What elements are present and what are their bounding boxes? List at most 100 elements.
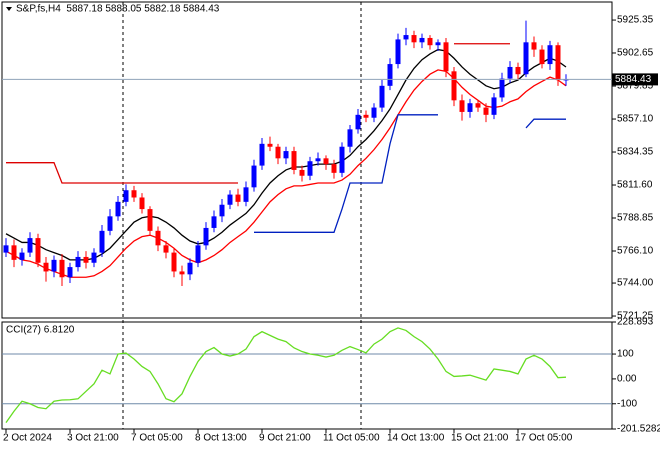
- candle-body: [523, 42, 529, 75]
- x-tick-label: 2 Oct 2024: [3, 433, 52, 444]
- x-tick-label: 11 Oct 05:00: [323, 433, 380, 444]
- y-tick-label: 5834.35: [617, 147, 654, 158]
- candle-body: [147, 209, 153, 231]
- candle-body: [115, 201, 121, 217]
- candle-body: [539, 49, 545, 65]
- candle-body: [315, 158, 321, 162]
- candle-body: [411, 35, 417, 43]
- y-tick-label: 5879.85: [617, 81, 654, 92]
- candle-body: [299, 169, 305, 176]
- candle-body: [371, 107, 377, 118]
- price-tag: [612, 73, 658, 86]
- candle-body: [19, 252, 25, 260]
- candle-body: [235, 194, 241, 202]
- candle-body: [67, 267, 73, 278]
- candle-body: [555, 45, 561, 81]
- y-tick-label: -100: [617, 398, 637, 409]
- candle-body: [187, 262, 193, 275]
- cci-line: [5, 327, 567, 424]
- candle-body: [99, 230, 105, 253]
- candle-body: [171, 252, 177, 272]
- candle-body: [83, 256, 89, 263]
- candle-body: [43, 262, 49, 272]
- x-tick-label: 3 Oct 21:00: [67, 433, 119, 444]
- y-tick-label: 100: [617, 349, 634, 360]
- y-tick-label: 5766.10: [617, 246, 654, 257]
- y-tick-label: 5721.25: [617, 311, 654, 322]
- candle-body: [283, 151, 289, 159]
- candle-body: [379, 85, 385, 108]
- candle-body: [211, 216, 217, 228]
- candle-body: [507, 66, 513, 79]
- candle-body: [27, 238, 33, 253]
- candle-body: [179, 271, 185, 275]
- x-tick-label: 17 Oct 05:00: [515, 433, 573, 444]
- y-tick-label: 5811.60: [617, 180, 653, 191]
- candle-body: [331, 164, 337, 173]
- candle-body: [35, 238, 41, 263]
- candle-body: [259, 143, 265, 166]
- candle-body: [139, 197, 145, 210]
- candle-body: [3, 245, 9, 253]
- indicator-line: [5, 69, 567, 278]
- candle-body: [483, 107, 489, 115]
- y-tick-label: 228.893: [617, 317, 654, 328]
- y-tick-label: 5744.00: [617, 278, 654, 289]
- cci-header: CCI(27) 6.8120: [6, 325, 75, 336]
- candle-body: [443, 42, 449, 72]
- candle-body: [531, 42, 537, 50]
- candle-body: [51, 259, 57, 272]
- x-tick-label: 14 Oct 13:00: [387, 433, 445, 444]
- indicator-line: [6, 162, 238, 184]
- candle-body: [275, 146, 281, 159]
- candle-body: [11, 245, 17, 260]
- indicator-line: [525, 118, 566, 129]
- candle-body: [291, 151, 297, 170]
- candle-body: [499, 78, 505, 98]
- candle-body: [451, 71, 457, 101]
- candle-body: [459, 100, 465, 112]
- candle-body: [75, 256, 81, 268]
- candle-body: [107, 216, 113, 231]
- y-tick-label: 5902.65: [617, 48, 654, 59]
- candle-body: [307, 161, 313, 176]
- x-tick-label: 7 Oct 05:00: [131, 433, 183, 444]
- candle-body: [427, 37, 433, 46]
- candle-body: [515, 66, 521, 75]
- indicator-line: [5, 48, 567, 261]
- candle-body: [219, 204, 225, 217]
- price-panel: [1, 1, 613, 319]
- candle-body: [59, 259, 65, 278]
- y-tick-label: -201.5282: [617, 424, 660, 435]
- candle-body: [91, 252, 97, 263]
- candle-body: [395, 39, 401, 65]
- candle-body: [435, 42, 441, 46]
- candle-body: [355, 114, 361, 130]
- candle-body: [363, 114, 369, 118]
- candle-body: [267, 143, 273, 147]
- candle-body: [227, 194, 233, 205]
- x-tick-label: 15 Oct 21:00: [451, 433, 509, 444]
- candle-body: [403, 35, 409, 40]
- y-tick-label: 5925.35: [617, 15, 654, 26]
- price-tag-label: 5884.43: [615, 74, 652, 85]
- x-tick-label: 9 Oct 21:00: [259, 433, 311, 444]
- candle-body: [155, 230, 161, 246]
- x-tick-label: 8 Oct 13:00: [195, 433, 247, 444]
- candle-body: [491, 97, 497, 115]
- candle-body: [163, 245, 169, 253]
- y-tick-label: 0.00: [617, 374, 637, 385]
- y-tick-label: 5788.85: [617, 213, 654, 224]
- candle-body: [419, 37, 425, 43]
- candle-body: [251, 165, 257, 188]
- indicator-line: [254, 114, 438, 233]
- candle-body: [467, 103, 473, 112]
- candle-body: [323, 158, 329, 165]
- candle-body: [547, 45, 553, 65]
- symbol-header: S&P,fs,H4 5887.18 5888.05 5882.18 5884.4…: [16, 4, 220, 15]
- menu-icon: [6, 7, 12, 11]
- candle-body: [475, 103, 481, 108]
- candle-body: [203, 227, 209, 246]
